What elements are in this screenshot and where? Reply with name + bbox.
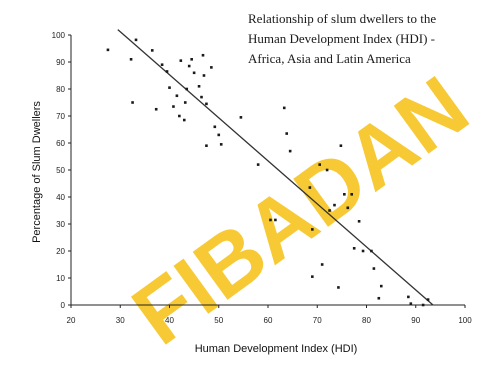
data-point bbox=[210, 66, 213, 69]
data-point bbox=[239, 116, 243, 119]
data-point bbox=[372, 267, 376, 270]
data-point bbox=[183, 101, 187, 104]
y-tick-label: 0 bbox=[61, 301, 66, 310]
data-point bbox=[325, 168, 329, 172]
data-point bbox=[337, 286, 340, 289]
chart-title-line-1: Relationship of slum dwellers to the bbox=[248, 11, 437, 26]
y-tick-label: 90 bbox=[56, 58, 65, 67]
y-tick-label: 30 bbox=[56, 220, 65, 229]
data-point bbox=[168, 86, 171, 89]
data-point bbox=[134, 38, 138, 42]
x-axis-label: Human Development Index (HDI) bbox=[195, 343, 358, 355]
data-point bbox=[421, 303, 425, 307]
data-point bbox=[190, 58, 193, 61]
data-point bbox=[185, 87, 189, 91]
data-point bbox=[182, 118, 186, 122]
data-point bbox=[256, 163, 260, 166]
data-point bbox=[197, 85, 201, 88]
data-point bbox=[150, 49, 154, 52]
data-point bbox=[379, 284, 383, 288]
data-point bbox=[352, 247, 356, 250]
y-tick-label: 10 bbox=[56, 274, 65, 283]
chart-title-line-2: Human Development Index (HDI) - bbox=[248, 31, 435, 46]
data-point bbox=[288, 149, 292, 153]
data-point bbox=[426, 298, 430, 301]
data-point bbox=[106, 48, 110, 52]
data-point bbox=[131, 101, 134, 104]
x-tick-label: 100 bbox=[458, 316, 472, 325]
data-point bbox=[285, 132, 289, 135]
trend-line bbox=[117, 29, 434, 306]
x-tick-label: 30 bbox=[116, 316, 125, 325]
data-point bbox=[205, 102, 208, 106]
data-point bbox=[407, 295, 410, 299]
data-point bbox=[192, 71, 196, 75]
data-point bbox=[311, 228, 314, 231]
data-point bbox=[350, 193, 354, 196]
data-point bbox=[282, 106, 286, 110]
y-tick-label: 60 bbox=[56, 139, 65, 148]
data-point bbox=[357, 220, 361, 223]
data-point bbox=[179, 59, 183, 62]
data-point bbox=[361, 249, 365, 253]
data-point bbox=[172, 105, 175, 108]
data-point bbox=[160, 63, 164, 66]
data-point bbox=[178, 114, 181, 118]
data-point bbox=[129, 58, 133, 61]
data-point bbox=[269, 218, 272, 222]
data-point bbox=[200, 95, 203, 99]
data-point bbox=[202, 74, 206, 77]
x-tick-label: 20 bbox=[67, 316, 76, 325]
data-point bbox=[320, 263, 324, 266]
x-tick-label: 60 bbox=[264, 316, 273, 325]
x-tick-label: 50 bbox=[214, 316, 223, 325]
data-point bbox=[370, 249, 373, 253]
x-tick-label: 90 bbox=[411, 316, 420, 325]
data-point bbox=[377, 296, 381, 300]
data-point bbox=[346, 206, 350, 210]
x-tick-label: 80 bbox=[362, 316, 371, 325]
y-tick-label: 80 bbox=[56, 85, 65, 94]
data-point bbox=[409, 302, 413, 305]
data-point bbox=[328, 209, 331, 212]
data-point bbox=[318, 163, 322, 166]
data-point bbox=[274, 218, 277, 222]
data-point bbox=[339, 144, 343, 147]
data-point bbox=[308, 186, 312, 189]
chart-title-line-3: Africa, Asia and Latin America bbox=[248, 51, 411, 66]
data-point bbox=[343, 193, 346, 196]
data-point bbox=[154, 107, 158, 111]
data-point bbox=[187, 64, 191, 68]
y-axis-label: Percentage of Slum Dwellers bbox=[31, 101, 43, 243]
data-point bbox=[219, 143, 223, 146]
y-tick-label: 40 bbox=[56, 193, 65, 202]
data-point bbox=[333, 203, 336, 207]
x-tick-label: 70 bbox=[313, 316, 322, 325]
y-tick-label: 100 bbox=[52, 31, 66, 40]
y-tick-label: 50 bbox=[56, 166, 65, 175]
data-point bbox=[201, 53, 205, 57]
data-point bbox=[165, 70, 169, 73]
data-point bbox=[217, 133, 221, 137]
data-point bbox=[213, 125, 217, 129]
data-point bbox=[311, 275, 314, 278]
data-point bbox=[175, 94, 179, 98]
x-tick-label: 40 bbox=[165, 316, 174, 325]
y-tick-label: 70 bbox=[56, 112, 65, 121]
data-point bbox=[205, 144, 208, 147]
y-tick-label: 20 bbox=[56, 247, 65, 256]
